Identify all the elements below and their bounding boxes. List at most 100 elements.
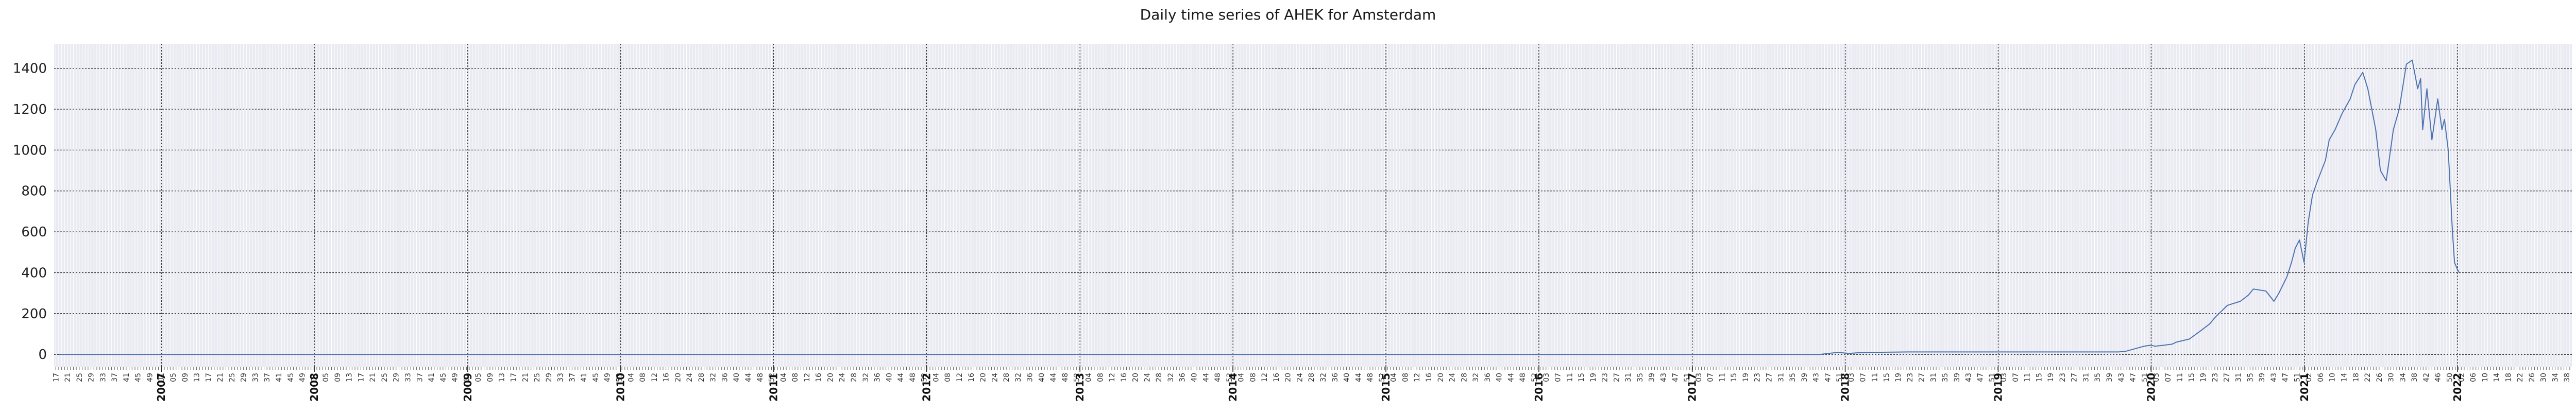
x-tick-label-week: 17 — [205, 373, 213, 382]
x-tick-label-week: 49 — [604, 373, 612, 382]
x-tick-label-week: 23 — [2059, 373, 2067, 382]
x-tick-label-week: 32 — [709, 373, 718, 382]
x-tick-label-week: 53 — [615, 373, 623, 382]
x-tick-label-year: 2016 — [1533, 373, 1545, 402]
x-tick-label-week: 03 — [1848, 373, 1856, 382]
x-tick-label-week: 48 — [756, 373, 765, 382]
x-tick-label-week: 04 — [1238, 373, 1246, 382]
x-tick-label-week: 37 — [416, 373, 424, 382]
x-tick-label-week: 39 — [2258, 373, 2266, 382]
x-tick-label-week: 49 — [299, 373, 307, 382]
y-tick-label: 1200 — [13, 102, 47, 117]
chart-title: Daily time series of AHEK for Amsterdam — [1140, 6, 1436, 23]
x-tick-label-week: 36 — [1026, 373, 1035, 382]
x-tick-label-week: 33 — [99, 373, 107, 382]
y-tick-label: 1400 — [13, 61, 47, 77]
x-tick-label-year: 2009 — [462, 373, 474, 402]
x-tick-label-week: 51 — [1988, 373, 1996, 382]
x-tick-label-week: 19 — [1742, 373, 1750, 382]
x-tick-label-week: 23 — [2211, 373, 2219, 382]
x-tick-label-week: 51 — [1836, 373, 1844, 382]
x-tick-label-year: 2008 — [308, 373, 320, 402]
x-tick-label-week: 37 — [568, 373, 577, 382]
x-tick-label-week: 04 — [932, 373, 940, 382]
x-tick-label-week: 01 — [310, 373, 318, 382]
x-tick-label-week: 31 — [1777, 373, 1785, 382]
x-tick-label-week: 05 — [474, 373, 483, 382]
x-tick-label-week: 15 — [1730, 373, 1738, 382]
x-tick-label-week: 43 — [2270, 373, 2278, 382]
x-tick-label-week: 16 — [815, 373, 823, 382]
x-tick-label-week: 16 — [1120, 373, 1128, 382]
x-tick-label-week: 44 — [1354, 373, 1363, 382]
x-tick-label-week: 05 — [322, 373, 330, 382]
x-tick-label-week: 51 — [2293, 373, 2301, 382]
x-tick-label-week: 12 — [956, 373, 964, 382]
x-tick-label-year: 2019 — [1992, 373, 2004, 402]
x-tick-label-week: 17 — [52, 373, 60, 382]
x-tick-label-week: 07 — [2012, 373, 2020, 382]
x-tick-label-week: 35 — [1636, 373, 1645, 382]
x-tick-label-week: 41 — [123, 373, 131, 382]
x-tick-label-week: 12 — [1413, 373, 1421, 382]
x-tick-label-week: 03 — [1695, 373, 1703, 382]
x-tick-label-week: 45 — [287, 373, 295, 382]
x-tick-label-week: 32 — [1167, 373, 1175, 382]
x-tick-label-week: 35 — [2246, 373, 2255, 382]
x-tick-label-week: 16 — [663, 373, 671, 382]
x-tick-label-week: 19 — [2199, 373, 2208, 382]
x-tick-label-week: 10 — [2329, 373, 2337, 382]
x-tick-label-week: 25 — [381, 373, 389, 382]
x-tick-label-week: 44 — [897, 373, 905, 382]
x-tick-label-week: 40 — [1496, 373, 1504, 382]
series-line — [58, 59, 2460, 355]
x-tick-label-week: 19 — [1894, 373, 1903, 382]
x-tick-label-week: 44 — [1202, 373, 1210, 382]
x-tick-label-week: 51 — [2141, 373, 2149, 382]
x-tick-label-week: 04 — [779, 373, 788, 382]
x-tick-label-week: 01 — [158, 373, 166, 382]
x-tick-label-week: 04 — [627, 373, 635, 382]
x-tick-label-week: 20 — [1437, 373, 1445, 382]
x-tick-label-week: 27 — [2071, 373, 2079, 382]
x-tick-label-week: 15 — [1578, 373, 1586, 382]
x-tick-label-week: 47 — [1824, 373, 1832, 382]
x-tick-label-week: 12 — [803, 373, 811, 382]
x-tick-label-week: 19 — [2047, 373, 2055, 382]
x-tick-label-week: 50 — [2446, 373, 2454, 382]
x-tick-label-week: 45 — [439, 373, 448, 382]
x-tick-label-week: 25 — [76, 373, 84, 382]
x-tick-label-week: 26 — [2376, 373, 2384, 382]
x-tick-label-week: 04 — [1390, 373, 1398, 382]
x-tick-label-week: 24 — [1449, 373, 1457, 382]
x-tick-label-week: 24 — [838, 373, 846, 382]
x-tick-label-year: 2014 — [1227, 373, 1239, 402]
x-tick-label-week: 27 — [1918, 373, 1926, 382]
x-tick-label-week: 12 — [1108, 373, 1116, 382]
x-tick-label-week: 42 — [2422, 373, 2431, 382]
x-tick-label-week: 34 — [2399, 373, 2407, 382]
x-tick-label-week: 08 — [1401, 373, 1410, 382]
x-tick-label-week: 21 — [369, 373, 377, 382]
x-tick-label-week: 29 — [88, 373, 96, 382]
x-tick-label-week: 48 — [909, 373, 917, 382]
x-tick-label-week: 31 — [1929, 373, 1938, 382]
x-tick-label-week: 16 — [968, 373, 976, 382]
x-tick-label-week: 24 — [1143, 373, 1151, 382]
x-tick-label-week: 37 — [111, 373, 119, 382]
x-tick-label-week: 21 — [521, 373, 530, 382]
x-tick-label-week: 07 — [1859, 373, 1868, 382]
x-tick-label-week: 16 — [1425, 373, 1433, 382]
x-tick-label-week: 52 — [1073, 373, 1081, 382]
x-tick-label-week: 24 — [991, 373, 999, 382]
x-tick-label-week: 26 — [2528, 373, 2536, 382]
x-tick-label-week: 39 — [1953, 373, 1961, 382]
x-tick-label-week: 34 — [2551, 373, 2560, 382]
x-tick-label-week: 36 — [721, 373, 729, 382]
x-tick-label-week: 08 — [791, 373, 800, 382]
x-tick-label-week: 47 — [2282, 373, 2290, 382]
x-tick-label-week: 51 — [1683, 373, 1691, 382]
x-tick-label-week: 08 — [639, 373, 647, 382]
x-tick-label-week: 04 — [1085, 373, 1093, 382]
